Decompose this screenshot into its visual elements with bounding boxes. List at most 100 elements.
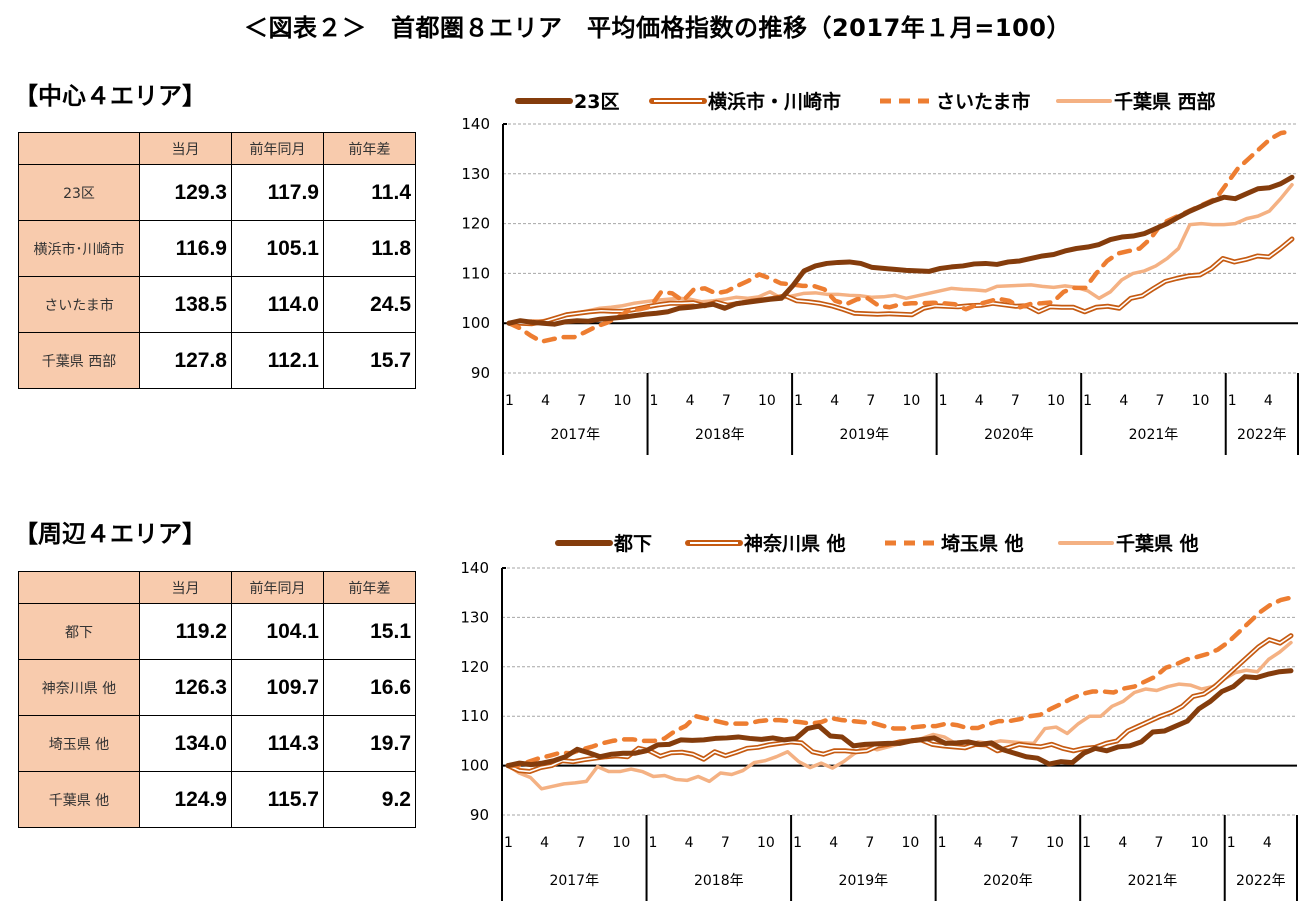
table-row: 神奈川県 他 126.3 109.7 16.6 — [18, 659, 416, 716]
legend-item: 千葉県 他 — [1058, 532, 1199, 555]
x-month-label: 4 — [974, 835, 983, 851]
x-year-label: 2021年 — [1129, 427, 1179, 443]
x-month-label: 10 — [1046, 835, 1064, 851]
row-label: 23区 — [18, 164, 140, 221]
table-peripheral: 当月 前年同月 前年差 都下 119.2 104.1 15.1 神奈川県 他 1… — [18, 571, 416, 828]
cell-prev-year: 104.1 — [231, 603, 324, 660]
x-month-label: 4 — [1119, 393, 1128, 409]
table-row: 都下 119.2 104.1 15.1 — [18, 603, 416, 660]
y-tick-label: 90 — [470, 806, 489, 824]
x-year-label: 2020年 — [984, 427, 1034, 443]
legend-item: 都下 — [555, 533, 652, 555]
x-month-label: 7 — [576, 835, 585, 851]
y-tick-label: 110 — [460, 707, 489, 725]
x-year-label: 2017年 — [550, 427, 600, 443]
table-row: 横浜市･川崎市 116.9 105.1 11.8 — [18, 220, 416, 277]
legend-item: 神奈川県 他 — [685, 532, 846, 555]
column-header-prev-year: 前年同月 — [231, 571, 324, 604]
legend-item: さいたま市 — [880, 90, 1030, 113]
cell-current: 119.2 — [139, 603, 232, 660]
x-month-label: 7 — [722, 393, 731, 409]
x-month-label: 7 — [1155, 393, 1164, 409]
table-row: 埼玉県 他 134.0 114.3 19.7 — [18, 715, 416, 772]
cell-current: 134.0 — [139, 715, 232, 772]
column-header-current: 当月 — [139, 571, 232, 604]
x-month-label: 4 — [1264, 393, 1273, 409]
row-label: 横浜市･川崎市 — [18, 220, 140, 277]
x-month-label: 1 — [1227, 835, 1236, 851]
row-label: さいたま市 — [18, 276, 140, 333]
x-year-label: 2021年 — [1128, 873, 1178, 889]
cell-current: 116.9 — [139, 220, 232, 277]
x-month-label: 1 — [650, 393, 659, 409]
cell-diff: 15.7 — [323, 332, 416, 389]
legend-item: 横浜市・川崎市 — [649, 90, 841, 113]
x-month-label: 7 — [866, 393, 875, 409]
y-tick-label: 130 — [461, 165, 490, 183]
section-heading-central: 【中心４エリア】 — [14, 82, 206, 110]
series-line — [505, 668, 1294, 769]
x-month-label: 1 — [1083, 393, 1092, 409]
series-line — [506, 129, 1295, 344]
cell-diff: 11.8 — [323, 220, 416, 277]
table-row: 千葉県 他 124.9 115.7 9.2 — [18, 771, 416, 828]
y-tick-label: 100 — [460, 757, 489, 775]
x-month-label: 4 — [830, 393, 839, 409]
y-tick-label: 120 — [461, 215, 490, 233]
cell-diff: 9.2 — [323, 771, 416, 828]
x-year-label: 2020年 — [983, 873, 1033, 889]
cell-current: 124.9 — [139, 771, 232, 828]
x-month-label: 7 — [721, 835, 730, 851]
legend-label: 千葉県 西部 — [1114, 90, 1216, 113]
table-row: 千葉県 西部 127.8 112.1 15.7 — [18, 332, 416, 389]
cell-current: 126.3 — [139, 659, 232, 716]
legend-label: 千葉県 他 — [1116, 532, 1199, 555]
legend-item: 23区 — [515, 91, 619, 113]
x-month-label: 4 — [975, 393, 984, 409]
x-month-label: 4 — [1118, 835, 1127, 851]
x-month-label: 1 — [505, 393, 514, 409]
x-year-label: 2019年 — [840, 427, 890, 443]
x-month-label: 4 — [541, 393, 550, 409]
legend-label: 横浜市・川崎市 — [708, 90, 841, 113]
x-year-label: 2018年 — [695, 427, 745, 443]
legend-item: 埼玉県 他 — [885, 532, 1024, 555]
x-month-label: 10 — [902, 835, 920, 851]
x-year-label: 2022年 — [1236, 873, 1286, 889]
row-label: 神奈川県 他 — [18, 659, 140, 716]
cell-prev-year: 117.9 — [231, 164, 324, 221]
section-heading-peripheral: 【周辺４エリア】 — [14, 520, 206, 548]
x-month-label: 10 — [612, 835, 630, 851]
x-month-label: 1 — [1228, 393, 1237, 409]
cell-diff: 19.7 — [323, 715, 416, 772]
legend-item: 千葉県 西部 — [1056, 90, 1216, 113]
cell-current: 127.8 — [139, 332, 232, 389]
y-tick-label: 110 — [461, 264, 490, 282]
x-month-label: 7 — [577, 393, 586, 409]
series-line — [507, 183, 1294, 325]
x-year-label: 2022年 — [1237, 427, 1287, 443]
x-month-label: 1 — [649, 835, 658, 851]
cell-prev-year: 115.7 — [231, 771, 324, 828]
x-month-label: 1 — [794, 393, 803, 409]
cell-diff: 16.6 — [323, 659, 416, 716]
x-month-label: 7 — [1154, 835, 1163, 851]
y-tick-label: 100 — [461, 314, 490, 332]
x-month-label: 4 — [685, 835, 694, 851]
series-line — [505, 595, 1294, 768]
y-tick-label: 90 — [471, 364, 490, 382]
x-month-label: 10 — [758, 393, 776, 409]
x-month-label: 4 — [686, 393, 695, 409]
x-month-label: 4 — [829, 835, 838, 851]
x-month-label: 10 — [1047, 393, 1065, 409]
x-month-label: 10 — [613, 393, 631, 409]
x-month-label: 1 — [504, 835, 513, 851]
x-month-label: 7 — [865, 835, 874, 851]
cell-prev-year: 112.1 — [231, 332, 324, 389]
x-month-label: 4 — [1263, 835, 1272, 851]
table-row: 23区 129.3 117.9 11.4 — [18, 164, 416, 221]
table-row: さいたま市 138.5 114.0 24.5 — [18, 276, 416, 333]
row-label: 千葉県 西部 — [18, 332, 140, 389]
